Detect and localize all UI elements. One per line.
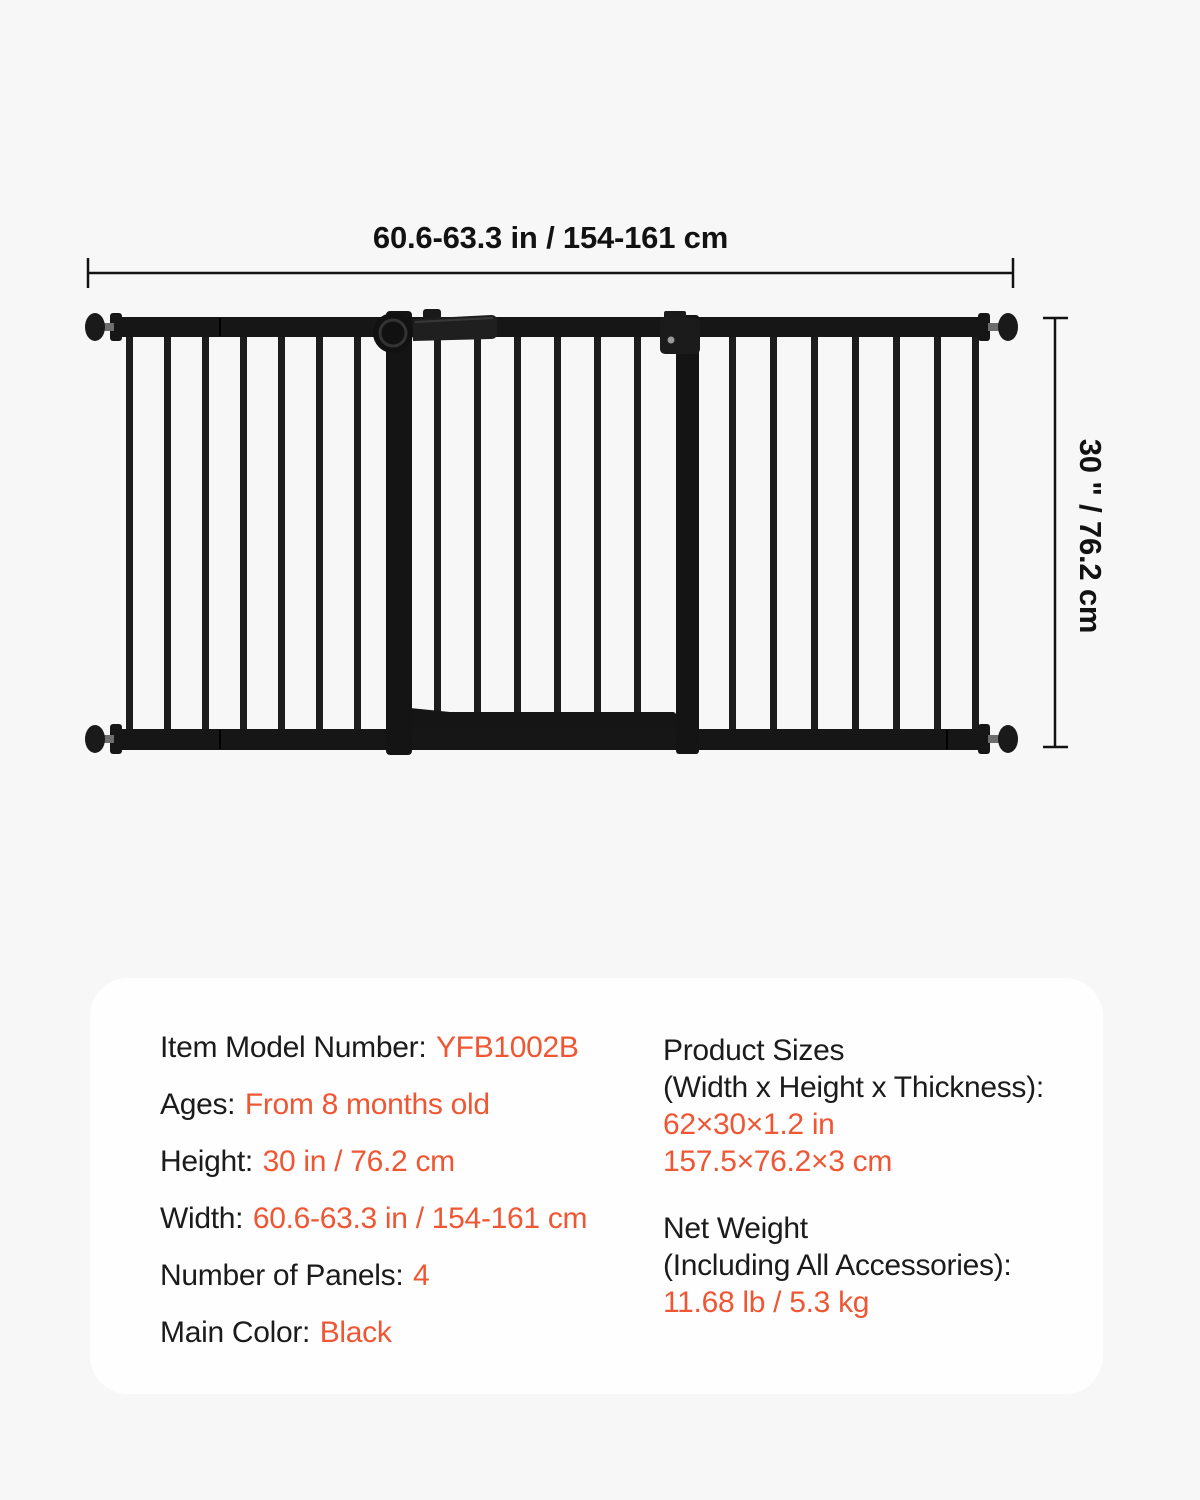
spec-value: Black	[319, 1316, 392, 1349]
spec-label: Item Model Number:	[160, 1031, 427, 1064]
spec-panel: Item Model Number: YFB1002B Ages: From 8 m…	[90, 978, 1103, 1394]
gate-dimension-diagram: 60.6-63.3 in / 154-161 cm 30 " / 76.2 cm	[85, 220, 1108, 755]
height-dimension-label: 30 " / 76.2 cm	[1073, 438, 1108, 634]
spec-column-left: Item Model Number: YFB1002B Ages: From 8 m…	[160, 1032, 630, 1374]
spec-label: Height:	[160, 1145, 253, 1178]
spec-block-title: Net Weight	[663, 1212, 808, 1245]
spec-value: 30 in / 76.2 cm	[262, 1145, 456, 1178]
spec-value: 4	[412, 1259, 430, 1292]
spec-block-title: Product Sizes	[663, 1034, 845, 1067]
spec-label: Ages:	[160, 1088, 236, 1121]
spec-row-main-color: Main Color: Black	[160, 1317, 630, 1349]
spec-value: 60.6-63.3 in / 154-161 cm	[252, 1202, 588, 1235]
spec-block-net-weight: Net Weight (Including All Accessories): …	[663, 1210, 1093, 1321]
spec-row-ages: Ages: From 8 months old	[160, 1089, 630, 1121]
spec-value: YFB1002B	[435, 1031, 579, 1064]
spec-row-panels: Number of Panels: 4	[160, 1260, 630, 1292]
hinge-disc	[373, 313, 413, 353]
latch-bracket	[660, 311, 700, 354]
gate-rails	[110, 313, 990, 754]
spec-block-value: 11.68 lb / 5.3 kg	[663, 1286, 870, 1319]
spec-block-subtitle: (Including All Accessories):	[663, 1249, 1012, 1282]
spec-label: Main Color:	[160, 1316, 311, 1349]
door-bottom-rail	[410, 708, 676, 735]
spec-label: Number of Panels:	[160, 1259, 404, 1292]
spec-value: From 8 months old	[244, 1088, 490, 1121]
spec-label: Width:	[160, 1202, 244, 1235]
spec-block-product-sizes: Product Sizes (Width x Height x Thicknes…	[663, 1032, 1093, 1180]
spec-block-subtitle: (Width x Height x Thickness):	[663, 1071, 1044, 1104]
pressure-mount-knobs	[85, 313, 1018, 753]
spec-row-model-number: Item Model Number: YFB1002B	[160, 1032, 630, 1064]
baby-gate-illustration	[85, 258, 1068, 755]
dimension-lines	[86, 258, 1068, 749]
door-handle	[413, 309, 497, 341]
spec-row-height: Height: 30 in / 76.2 cm	[160, 1146, 630, 1178]
spec-block-value: 157.5×76.2×3 cm	[663, 1145, 893, 1178]
spec-column-right: Product Sizes (Width x Height x Thicknes…	[663, 1032, 1093, 1351]
spec-block-value: 62×30×1.2 in	[663, 1108, 835, 1141]
door-posts	[386, 311, 699, 755]
gate-bars	[126, 322, 979, 740]
spec-row-width: Width: 60.6-63.3 in / 154-161 cm	[160, 1203, 630, 1235]
width-dimension-label: 60.6-63.3 in / 154-161 cm	[372, 220, 729, 255]
